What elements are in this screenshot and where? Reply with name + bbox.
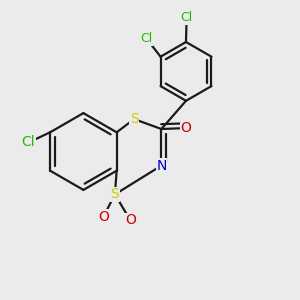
Text: S: S (130, 112, 139, 126)
Text: Cl: Cl (22, 136, 35, 149)
Text: O: O (125, 214, 136, 227)
Text: O: O (98, 210, 109, 224)
Text: N: N (156, 159, 167, 172)
Text: Cl: Cl (181, 11, 193, 24)
Text: Cl: Cl (140, 32, 152, 45)
Text: S: S (110, 188, 119, 201)
Text: O: O (181, 121, 191, 135)
